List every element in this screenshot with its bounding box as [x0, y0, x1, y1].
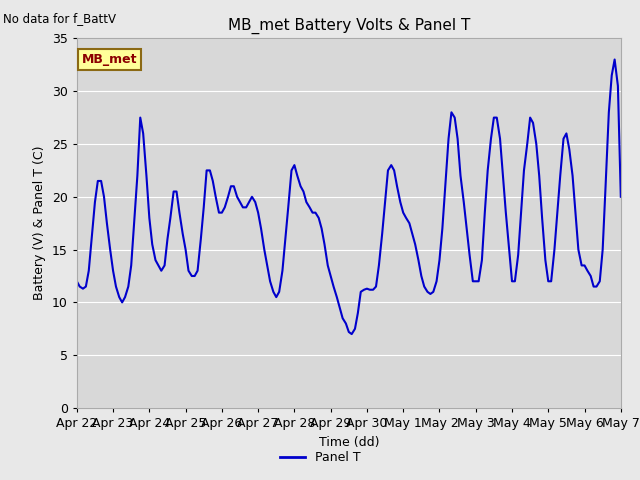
Title: MB_met Battery Volts & Panel T: MB_met Battery Volts & Panel T — [228, 18, 470, 34]
X-axis label: Time (dd): Time (dd) — [319, 435, 379, 449]
Text: No data for f_BattV: No data for f_BattV — [3, 12, 116, 25]
Y-axis label: Battery (V) & Panel T (C): Battery (V) & Panel T (C) — [33, 146, 46, 300]
Legend: Panel T: Panel T — [275, 446, 365, 469]
Text: MB_met: MB_met — [82, 53, 138, 66]
